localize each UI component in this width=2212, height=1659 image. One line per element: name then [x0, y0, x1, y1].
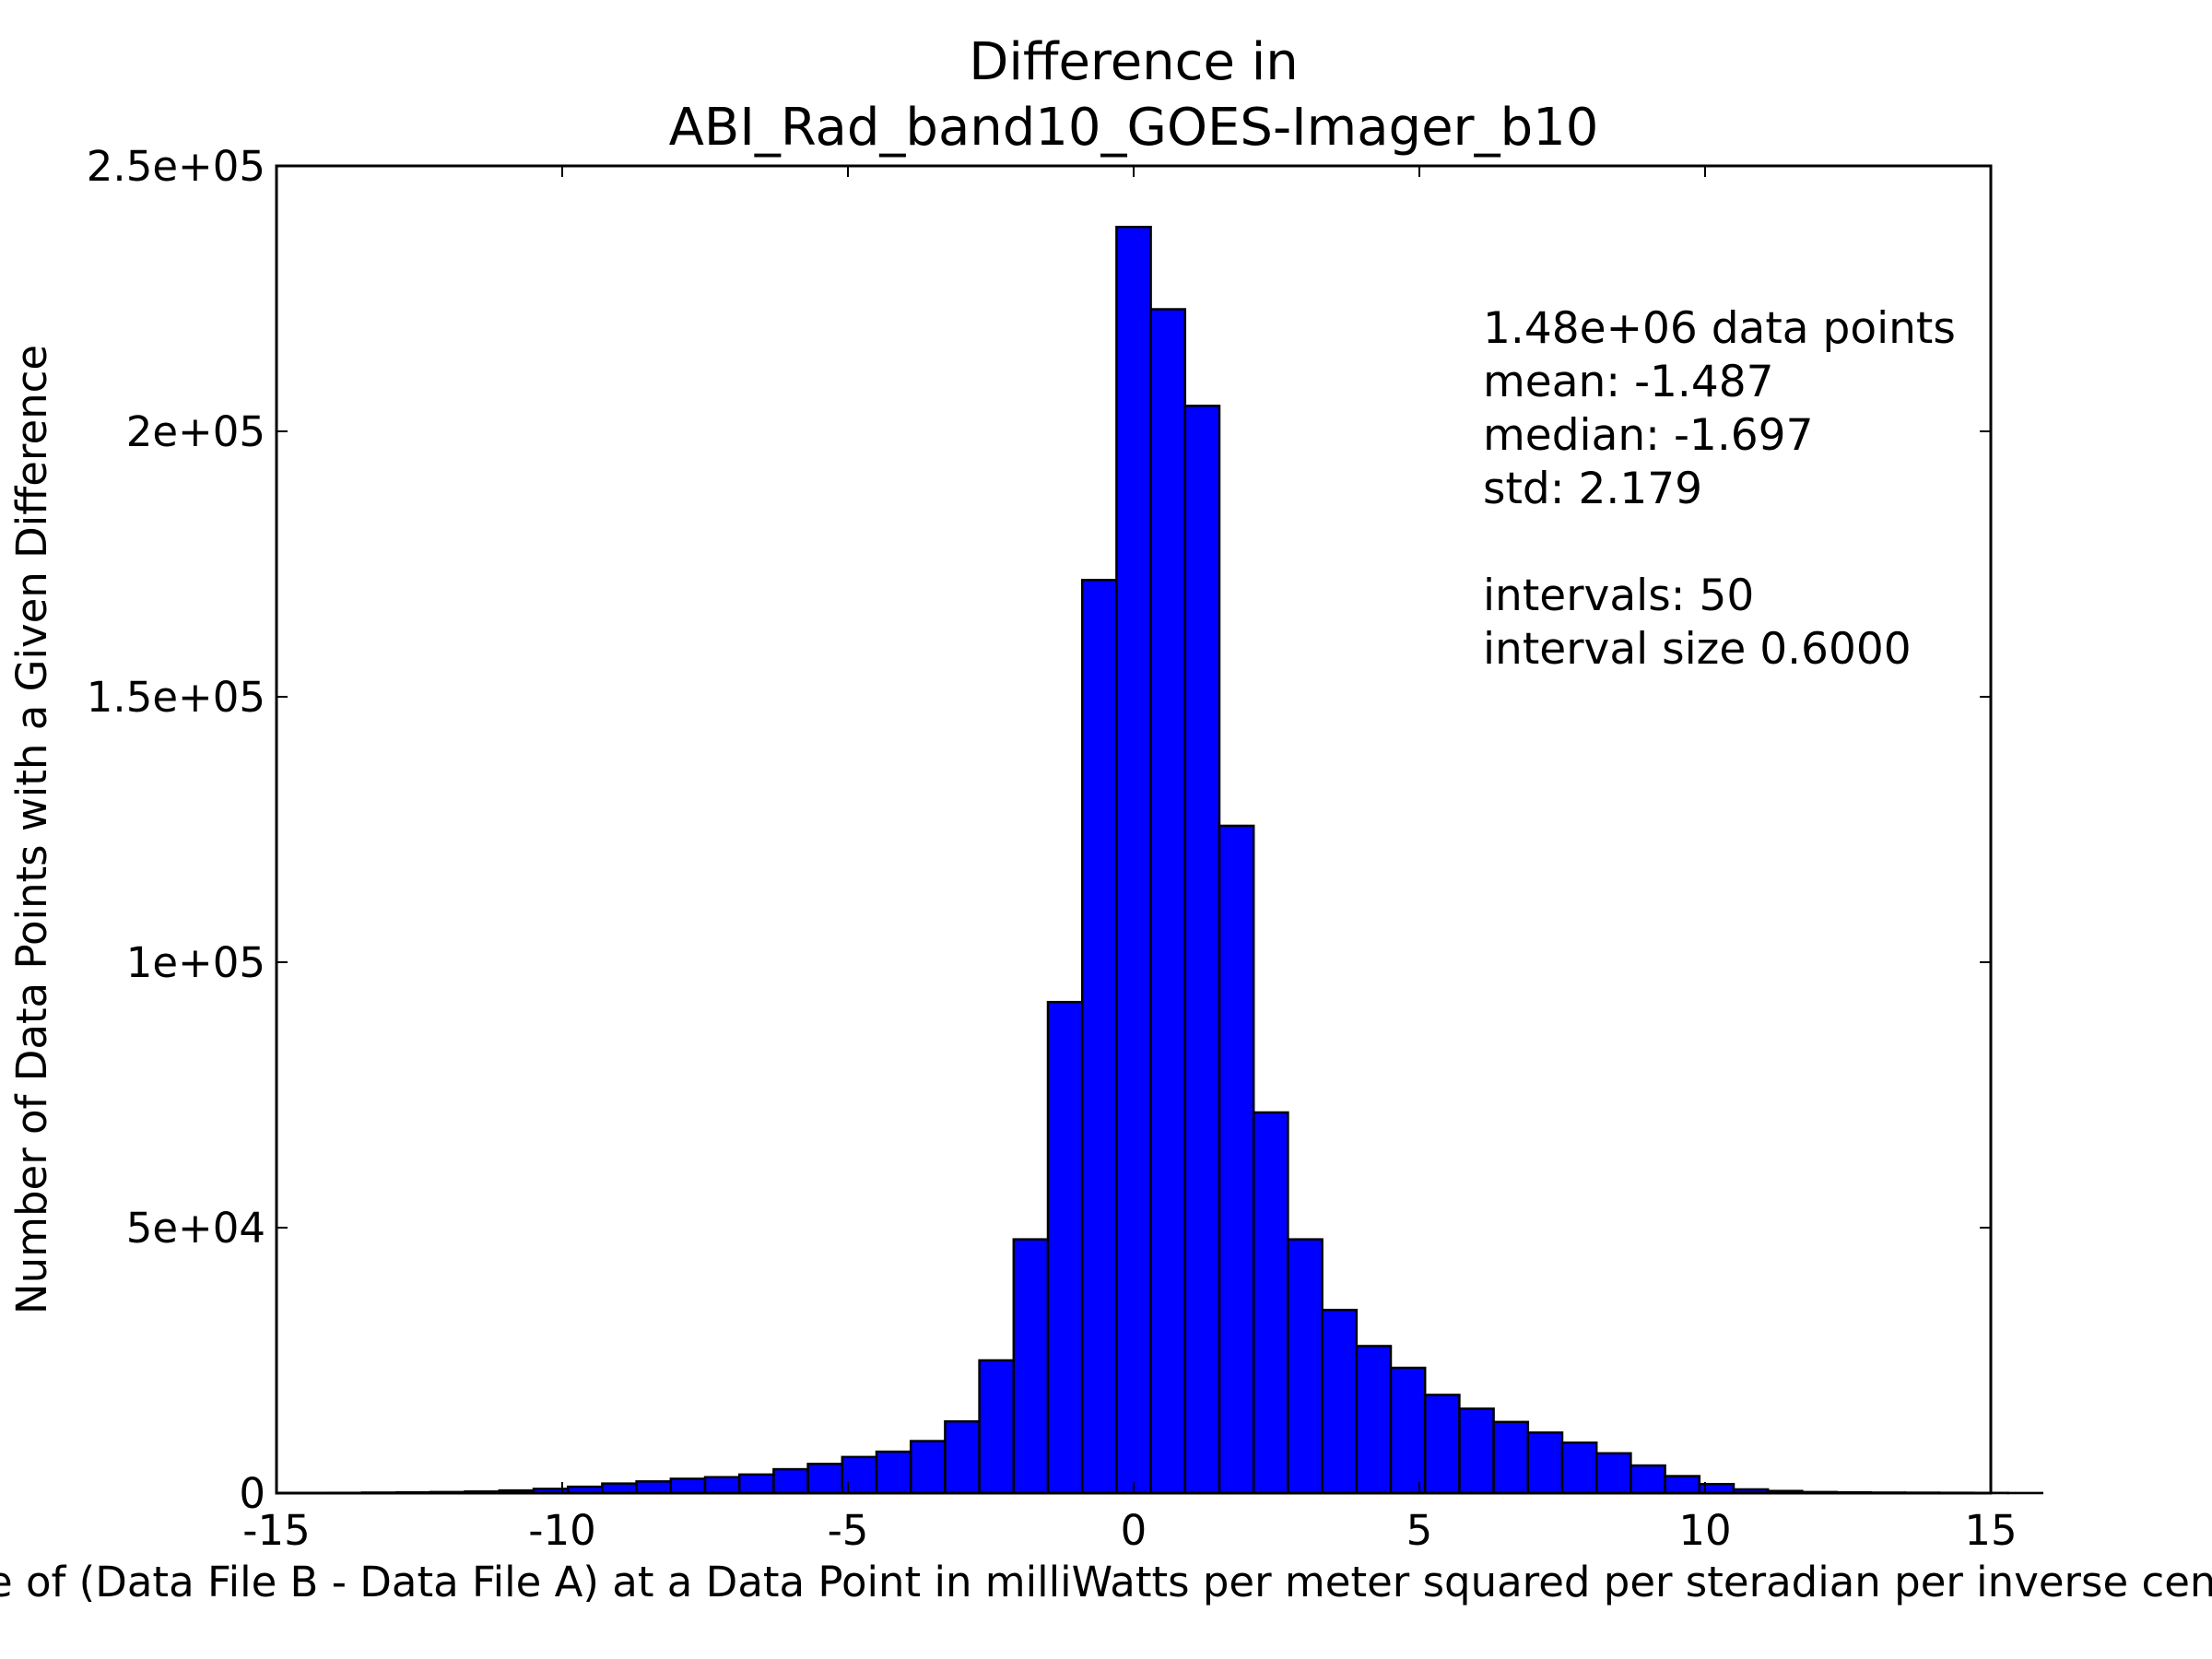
- y-axis-label: Number of Data Points with a Given Diffe…: [7, 345, 56, 1314]
- y-tick-labels: 0 5e+04 1e+05 1.5e+05 2e+05 2.5e+05: [87, 142, 265, 1518]
- histogram-bar: [978, 1359, 1016, 1495]
- chart-title-line-1: Difference in: [969, 32, 1299, 92]
- y-tick-label: 5e+04: [126, 1204, 265, 1253]
- histogram-bars: [326, 225, 2044, 1495]
- y-tick-label: 2e+05: [126, 407, 265, 456]
- x-tick-label: 10: [1678, 1506, 1731, 1555]
- histogram-bar: [1149, 308, 1187, 1495]
- histogram-bar: [1321, 1309, 1359, 1495]
- x-tick-label: -15: [242, 1506, 311, 1555]
- histogram-bar: [909, 1440, 947, 1495]
- histogram-bar: [1252, 1111, 1289, 1495]
- plot-frame: [275, 164, 1993, 1495]
- histogram-bar: [1218, 824, 1255, 1495]
- x-tick-label: 15: [1964, 1506, 2017, 1555]
- chart-title-line-2: ABI_Rad_band10_GOES-Imager_b10: [669, 98, 1599, 158]
- y-tick-label: 0: [239, 1469, 265, 1518]
- histogram-bar: [1115, 225, 1152, 1495]
- x-tick-label: -10: [528, 1506, 596, 1555]
- stats-line-std: std: 2.179: [1483, 464, 1702, 514]
- histogram-bar: [1080, 579, 1118, 1495]
- histogram-bar: [669, 1477, 707, 1495]
- y-tick-label: 2.5e+05: [87, 142, 265, 191]
- histogram-bar: [737, 1473, 775, 1495]
- histogram-bar: [1458, 1407, 1495, 1495]
- histogram-bar: [806, 1463, 844, 1495]
- histogram-bar: [1355, 1345, 1393, 1495]
- histogram-bar: [1046, 1000, 1084, 1495]
- x-tick-labels: -15 -10 -5 0 5 10 15: [242, 1506, 2017, 1555]
- stats-annotation: 1.48e+06 data points mean: -1.487 median…: [1483, 303, 1956, 675]
- x-tick-label: -5: [828, 1506, 869, 1555]
- histogram-bar: [1492, 1420, 1530, 1495]
- histogram-bar: [1630, 1464, 1666, 1495]
- stats-line-intervals: intervals: 50: [1483, 571, 1754, 621]
- histogram-bar: [944, 1419, 981, 1495]
- x-tick-label: 5: [1406, 1506, 1433, 1555]
- histogram-bar: [1183, 405, 1221, 1495]
- histogram-bar: [1594, 1452, 1632, 1495]
- histogram-bar: [635, 1480, 673, 1495]
- stats-line-median: median: -1.697: [1483, 410, 1813, 461]
- stats-line-interval-size: interval size 0.6000: [1483, 624, 1912, 675]
- histogram-bar: [1526, 1431, 1564, 1495]
- histogram-bar: [875, 1450, 912, 1495]
- histogram-bar: [1287, 1238, 1324, 1495]
- stats-line-mean: mean: -1.487: [1483, 357, 1774, 407]
- x-axis-label: Value of (Data File B - Data File A) at …: [0, 1558, 2212, 1606]
- y-tick-label: 1.5e+05: [87, 673, 265, 722]
- histogram-bar: [1664, 1475, 1701, 1495]
- histogram-bar: [1012, 1238, 1050, 1495]
- histogram-bar: [1389, 1366, 1427, 1495]
- histogram-bar: [703, 1476, 741, 1495]
- histogram-bar: [1423, 1394, 1461, 1495]
- histogram-bar: [601, 1482, 638, 1495]
- x-tick-label: 0: [1121, 1506, 1147, 1555]
- stats-line-data-points: 1.48e+06 data points: [1483, 303, 1956, 354]
- histogram-bar: [1560, 1441, 1598, 1495]
- histogram-bar: [772, 1467, 809, 1495]
- y-tick-label: 1e+05: [126, 938, 265, 987]
